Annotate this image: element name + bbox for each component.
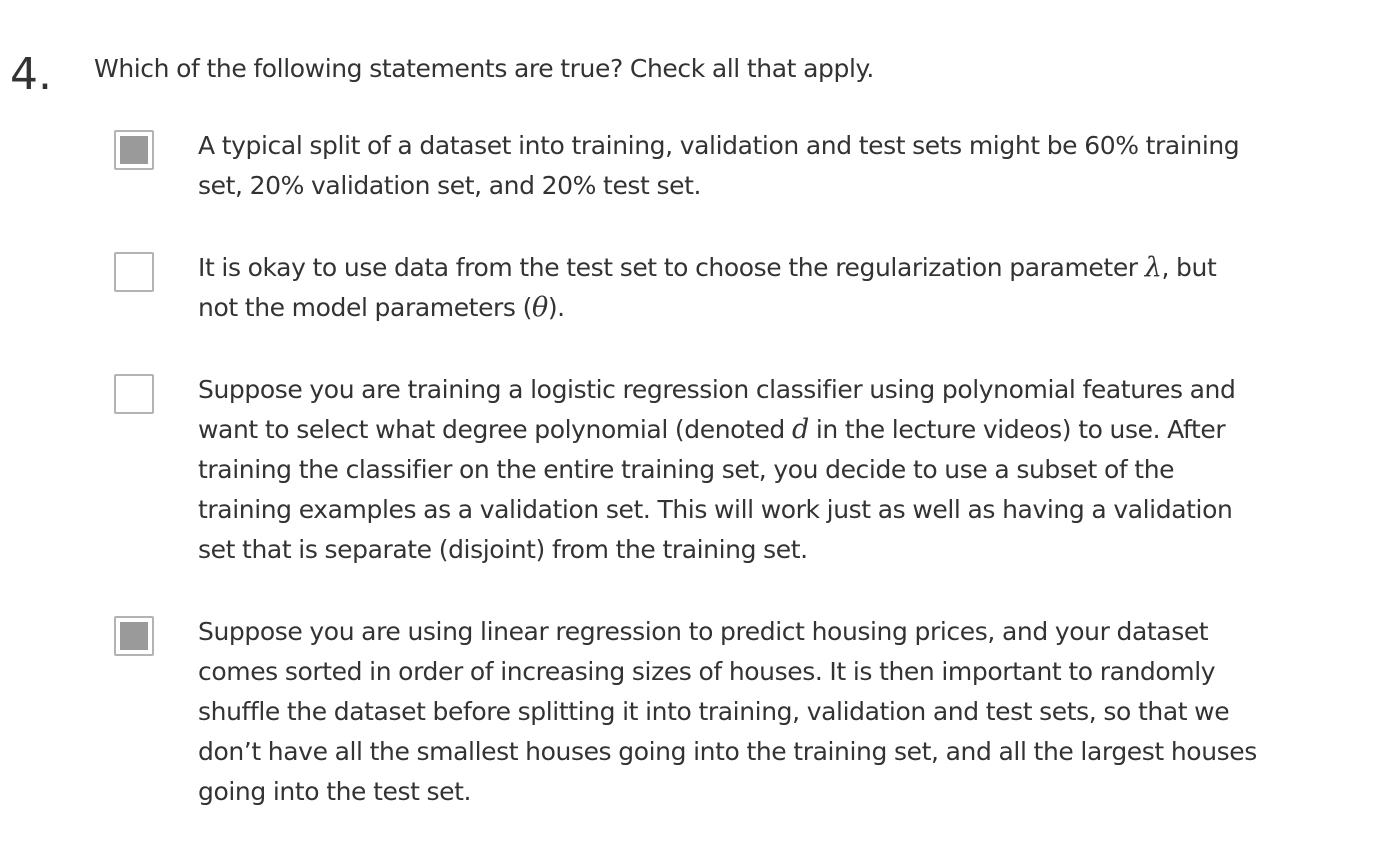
option-3-checkbox[interactable] [114, 374, 154, 414]
option-2-text-after: ). [547, 293, 565, 322]
option-3-text: Suppose you are training a logistic regr… [198, 370, 1258, 570]
option-2-text-before: It is okay to use data from the test set… [198, 253, 1145, 282]
degree-d-symbol: d [791, 414, 809, 445]
option-2-checkbox[interactable] [114, 252, 154, 292]
option-2-text-middle: , but not the model parameters ( [198, 253, 1217, 322]
lambda-symbol: λ [1144, 252, 1162, 283]
question-number: 4. [10, 49, 52, 100]
question-prompt: Which of the following statements are tr… [94, 54, 874, 83]
theta-symbol: θ [531, 292, 548, 323]
option-1-checkbox[interactable] [114, 130, 154, 170]
option-3-text-before: Suppose you are training a logistic regr… [198, 375, 1236, 444]
option-3-text-after: in the lecture videos) to use. After tra… [198, 415, 1233, 564]
option-4-checkbox[interactable] [114, 616, 154, 656]
option-4-text: Suppose you are using linear regression … [198, 617, 1257, 806]
option-2-text: It is okay to use data from the test set… [198, 248, 1258, 328]
option-1-text: A typical split of a dataset into traini… [198, 131, 1240, 200]
